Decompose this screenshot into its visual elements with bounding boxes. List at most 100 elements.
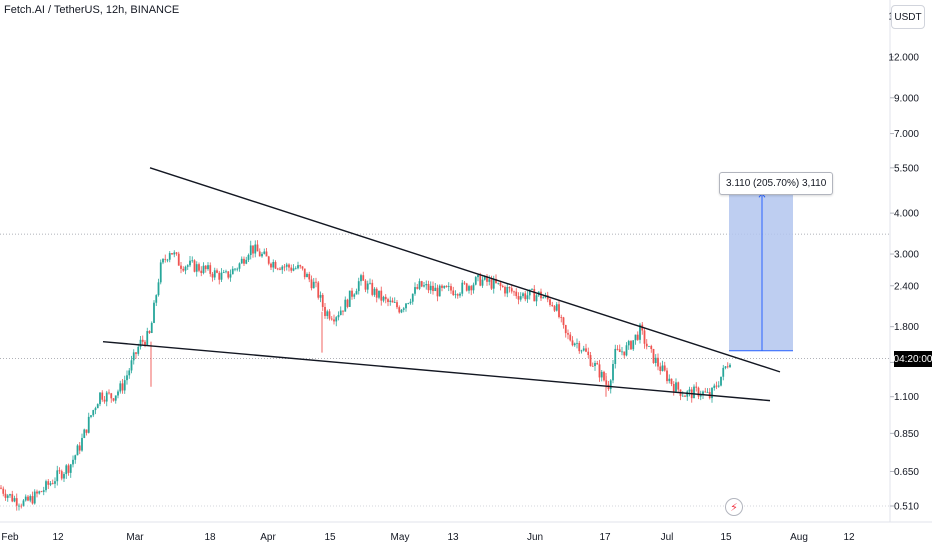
trendlines[interactable] [102, 167, 781, 402]
candle-body [164, 258, 167, 260]
candle-body [110, 393, 113, 399]
candle-body [459, 293, 461, 296]
candle-body [598, 364, 601, 378]
candle-body [317, 282, 320, 298]
candle-body [27, 496, 29, 501]
candle-body [396, 302, 398, 308]
measure-tool[interactable] [729, 192, 793, 352]
candle-body [274, 262, 277, 269]
candle-body [472, 284, 475, 291]
candle-body [524, 293, 527, 300]
candle-body [452, 290, 455, 296]
candle-body [522, 293, 524, 297]
candle-body [465, 283, 468, 291]
candle-body [92, 410, 95, 416]
candle-body [315, 281, 317, 283]
candle-body [258, 251, 261, 257]
candle-body [384, 296, 387, 300]
candle-body [661, 365, 664, 371]
candle-body [155, 295, 158, 303]
candle-body [103, 399, 106, 402]
lightning-icon[interactable]: ⚡ [725, 498, 743, 516]
candle-body [420, 281, 423, 287]
candle-body [18, 505, 20, 507]
upper-trendline [149, 167, 781, 373]
candle-body [353, 294, 356, 297]
candle-body [139, 339, 142, 347]
candle-body [72, 459, 74, 465]
candle-body [267, 256, 270, 264]
candle-body [166, 259, 169, 261]
time-tick-label: Apr [260, 532, 276, 543]
candle-body [54, 481, 56, 484]
candle-body [193, 260, 196, 272]
candle-body [364, 280, 367, 290]
candle-body [45, 481, 47, 491]
candle-body [0, 487, 2, 489]
candle-body [126, 375, 128, 381]
candle-body [652, 348, 655, 363]
candle-body [715, 385, 718, 387]
candle-body [596, 363, 599, 365]
candle-body [609, 380, 612, 390]
candle-body [184, 266, 187, 271]
candle-body [281, 266, 284, 270]
candle-body [236, 268, 239, 270]
time-tick-label: 15 [720, 532, 732, 543]
candle-body [659, 366, 662, 371]
candle-body [326, 311, 329, 316]
candle-body [213, 270, 216, 278]
candle-body [13, 498, 16, 502]
candle-body [220, 272, 223, 280]
candle-body [180, 265, 182, 269]
candle-body [693, 386, 695, 399]
candle-body [321, 294, 324, 307]
candle-body [515, 291, 518, 297]
candle-body [159, 262, 162, 283]
candle-body [411, 293, 414, 302]
time-axis[interactable]: Feb 12 Mar 18 Apr 15 May 13 Jun 17 Jul 15 Aug 12 [1, 532, 855, 543]
candle-body [654, 357, 657, 363]
price-axis[interactable]: 16.00012.0009.0007.0005.5004.0003.0002.4… [888, 12, 919, 513]
candle-body [699, 395, 702, 397]
candle-body [67, 465, 70, 473]
candle-body [209, 265, 212, 274]
candle-body [4, 493, 7, 498]
candle-body [207, 265, 209, 270]
time-tick-label: Aug [790, 532, 808, 543]
candle-body [366, 283, 369, 290]
candle-body [423, 285, 425, 287]
candle-body [553, 306, 556, 311]
candle-body [391, 300, 394, 303]
candle-body [573, 343, 576, 346]
candle-body [519, 296, 522, 300]
candle-body [481, 279, 484, 286]
candle-body [429, 285, 432, 291]
candle-body [535, 295, 538, 302]
candle-body [418, 281, 421, 289]
candle-body [306, 273, 308, 278]
candle-body [211, 273, 214, 278]
price-tick-label: 5.500 [894, 163, 919, 174]
candle-body [225, 271, 227, 273]
candle-body [729, 364, 731, 368]
candle-body [240, 258, 243, 264]
candle-body [130, 360, 133, 371]
candle-body [348, 290, 351, 307]
candle-body [461, 282, 464, 294]
candle-body [702, 391, 704, 396]
candle-body [427, 284, 430, 291]
candle-body [231, 268, 234, 275]
currency-button[interactable]: USDT [891, 5, 925, 29]
candle-body [582, 348, 585, 351]
candle-body [247, 254, 250, 260]
candle-body [123, 380, 126, 391]
candle-body [6, 495, 9, 498]
candle-body [94, 408, 97, 411]
candle-body [555, 304, 558, 311]
candle-body [443, 285, 446, 288]
candle-body [146, 331, 149, 345]
candle-body [319, 294, 322, 298]
measure-label: 3.110 (205.70%) 3,110 [719, 172, 834, 195]
